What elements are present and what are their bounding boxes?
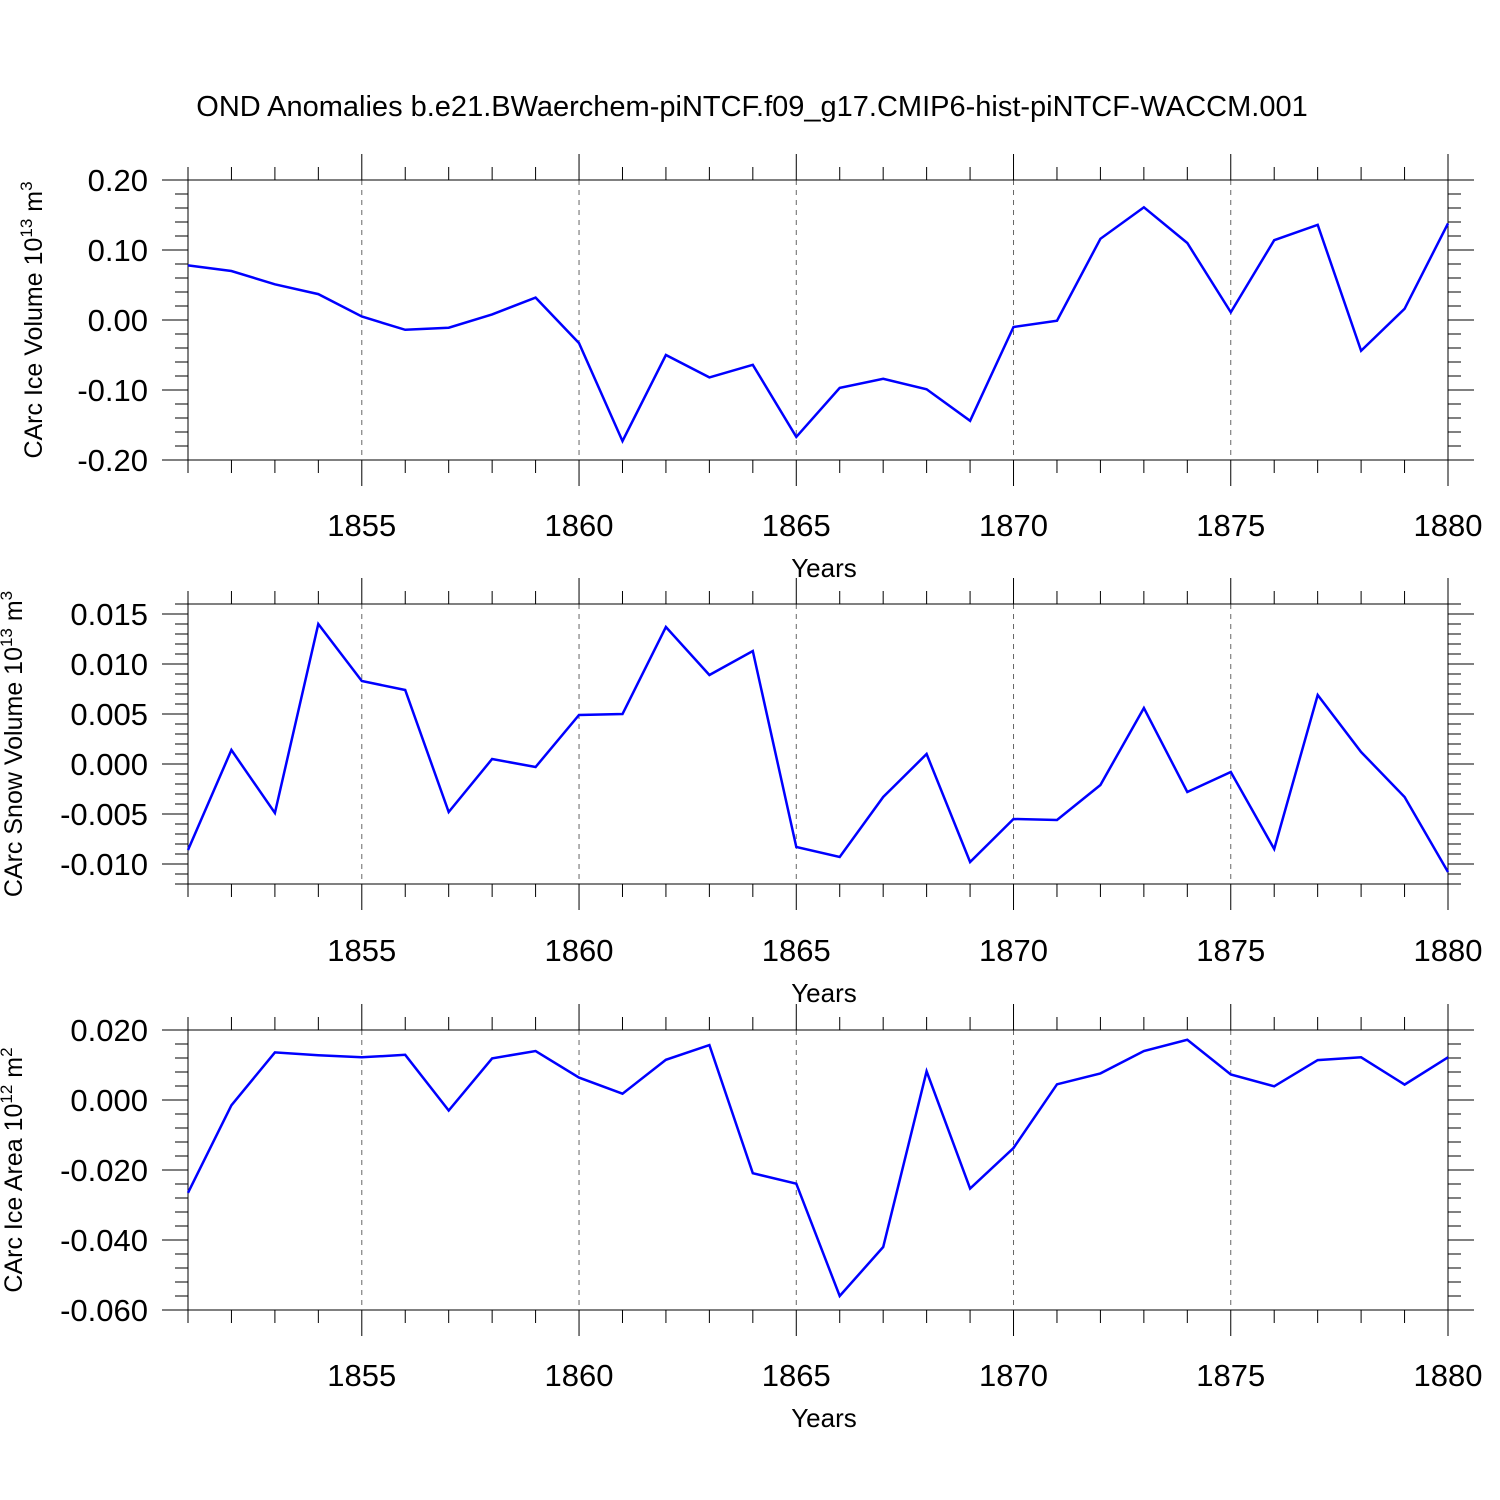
snow-volume-x-tick-label: 1860 xyxy=(545,933,614,968)
ice-area-x-tick-label: 1880 xyxy=(1414,1358,1483,1393)
ice-volume-plot-frame xyxy=(187,179,1449,461)
snow-volume-y-tick-label: 0.005 xyxy=(70,697,148,732)
snow-volume-y-axis-label: CArc Snow Volume 1013 m3 xyxy=(0,591,28,897)
snow-volume-x-tick-label: 1865 xyxy=(762,933,831,968)
ice-area-x-tick-label: 1865 xyxy=(762,1358,831,1393)
snow-volume-x-tick-label: 1855 xyxy=(327,933,396,968)
ice-area-y-tick-label: -0.020 xyxy=(60,1153,148,1188)
ice-area-y-axis-label: CArc Ice Area 1012 m2 xyxy=(0,1047,28,1292)
ice-area-panel: 1855 1860 1865 1870 1875 1880 -0.060 -0.040 -0.0… xyxy=(0,1004,1482,1433)
ice-area-y-tick-label: 0.000 xyxy=(70,1083,148,1118)
ice-volume-y-tick-label: 0.10 xyxy=(88,233,148,268)
snow-volume-y-tick-label: 0.015 xyxy=(70,597,148,632)
ice-volume-x-tick-label: 1875 xyxy=(1196,508,1265,543)
ice-area-x-tick-label: 1860 xyxy=(545,1358,614,1393)
ice-volume-y-tick-label: -0.10 xyxy=(77,373,148,408)
ice-volume-x-tick-label: 1865 xyxy=(762,508,831,543)
snow-volume-x-tick-label: 1875 xyxy=(1196,933,1265,968)
ice-volume-x-tick-label: 1855 xyxy=(327,508,396,543)
snow-volume-y-tick-label: -0.010 xyxy=(60,847,148,882)
ice-area-x-tick-label: 1875 xyxy=(1196,1358,1265,1393)
figure-title: OND Anomalies b.e21.BWaerchem-piNTCF.f09… xyxy=(196,91,1307,123)
ice-area-y-tick-label: 0.020 xyxy=(70,1013,148,1048)
ice-area-x-tick-label: 1855 xyxy=(327,1358,396,1393)
ice-area-y-tick-label: -0.060 xyxy=(60,1293,148,1328)
ice-area-series-line xyxy=(186,1038,1449,1299)
ice-volume-y-tick-label: -0.20 xyxy=(77,443,148,478)
snow-volume-panel: 1855 1860 1865 1870 1875 1880 -0.010 -0.005 0.00… xyxy=(0,578,1482,1008)
ice-volume-x-tick-label: 1860 xyxy=(545,508,614,543)
ice-volume-x-tick-label: 1870 xyxy=(979,508,1048,543)
snow-volume-plot-frame xyxy=(187,603,1449,885)
ice-volume-y-axis-label: CArc Ice Volume 1013 m3 xyxy=(17,181,48,458)
ice-volume-series-line xyxy=(187,205,1450,445)
ice-area-y-tick-label: -0.040 xyxy=(60,1223,148,1258)
ice-volume-y-tick-label: 0.20 xyxy=(88,163,148,198)
ice-volume-y-tick-label: 0.00 xyxy=(88,303,148,338)
snow-volume-x-axis-label: Years xyxy=(791,978,857,1008)
snow-volume-y-tick-label: 0.000 xyxy=(70,747,148,782)
snow-volume-x-tick-label: 1870 xyxy=(979,933,1048,968)
ice-volume-panel: 1855 1860 1865 1870 1875 1880 -0.20 -0.10 0.00 0.… xyxy=(17,154,1482,583)
snow-volume-y-tick-label: -0.005 xyxy=(60,797,148,832)
ice-area-x-tick-label: 1870 xyxy=(979,1358,1048,1393)
snow-volume-series-line xyxy=(186,621,1450,873)
ice-volume-x-tick-label: 1880 xyxy=(1414,508,1483,543)
snow-volume-x-tick-label: 1880 xyxy=(1414,933,1483,968)
ice-area-plot-frame xyxy=(187,1029,1449,1311)
ice-volume-x-axis-label: Years xyxy=(791,553,857,583)
ice-area-x-axis-label: Years xyxy=(791,1403,857,1433)
snow-volume-y-tick-label: 0.010 xyxy=(70,647,148,682)
